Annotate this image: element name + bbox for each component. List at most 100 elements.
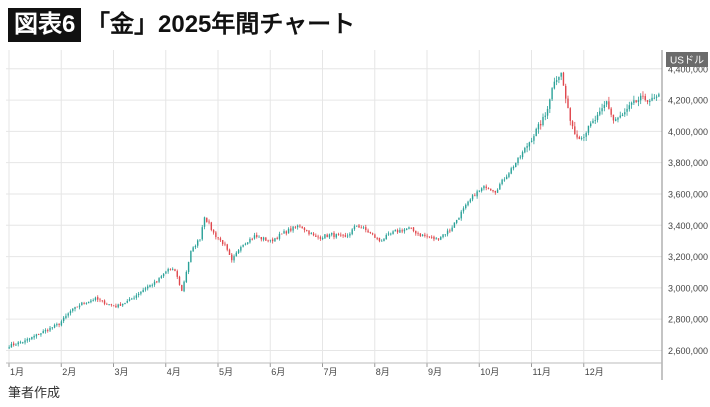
candle-body <box>22 342 24 344</box>
candle-body <box>580 138 583 139</box>
candle-body <box>465 204 467 209</box>
candle-body <box>69 311 72 314</box>
candle-body <box>383 239 385 242</box>
candle-body <box>503 179 506 181</box>
candle-body <box>274 238 276 242</box>
candle-body <box>35 334 38 337</box>
candle-body <box>171 268 174 270</box>
candle-body <box>103 300 106 304</box>
candle-body <box>467 201 469 206</box>
candle-body <box>110 304 113 306</box>
candle-body <box>494 190 497 193</box>
y-tick-label: 3,200,000 <box>668 252 708 262</box>
candle-body <box>33 336 35 338</box>
candle-body <box>392 231 394 234</box>
candle-body <box>415 230 417 234</box>
candle-body <box>28 338 31 340</box>
candle-body <box>324 234 326 239</box>
candle-body <box>106 303 108 305</box>
x-tick-label: 11月 <box>533 367 551 377</box>
candle-body <box>97 297 99 300</box>
candle-body <box>53 324 56 328</box>
candle-body <box>405 228 408 230</box>
source-note: 筆者作成 <box>8 385 61 400</box>
candle-body <box>551 88 553 100</box>
candle-body <box>94 297 97 301</box>
candle-body <box>47 329 49 331</box>
candle-body <box>569 108 571 121</box>
candle-body <box>558 76 560 80</box>
candle-body <box>367 230 369 233</box>
candle-body <box>217 237 219 239</box>
candle-body <box>196 240 199 246</box>
candle-body <box>17 342 19 345</box>
y-tick-label: 3,400,000 <box>668 221 708 231</box>
candle-body <box>331 233 333 235</box>
candle-body <box>158 278 160 282</box>
candle-body <box>215 232 217 238</box>
candle-body <box>462 208 465 212</box>
candle-body <box>444 234 447 236</box>
candle-body <box>608 101 610 109</box>
candle-body <box>131 298 133 300</box>
candle-body <box>619 115 621 118</box>
candle-body <box>233 256 235 261</box>
candle-body <box>544 115 546 117</box>
candle-body <box>162 273 165 277</box>
candle-body <box>87 301 90 304</box>
candle-body <box>460 211 462 219</box>
candle-body <box>51 327 54 329</box>
candle-body <box>308 230 310 235</box>
candle-body <box>178 276 181 285</box>
candle-body <box>515 162 517 167</box>
candle-body <box>449 230 451 232</box>
candle-body <box>617 117 619 120</box>
candle-body <box>517 157 519 164</box>
x-tick-label: 12月 <box>585 367 604 377</box>
candle-body <box>206 217 208 222</box>
chart-title: 「金」2025年間チャート <box>86 11 356 38</box>
candle-body <box>283 231 285 234</box>
candle-body <box>483 186 485 189</box>
candle-body <box>430 236 433 238</box>
candle-body <box>192 247 194 252</box>
candle-body <box>630 102 633 105</box>
candle-body <box>335 234 337 238</box>
candle-body <box>424 234 426 236</box>
candle-body <box>599 111 601 115</box>
candles <box>8 71 660 349</box>
candle-body <box>358 225 360 228</box>
candle-body <box>401 230 403 232</box>
candle-body <box>310 233 312 234</box>
candle-body <box>262 237 265 240</box>
x-tick-label: 1月 <box>10 367 24 377</box>
candle-body <box>583 136 585 138</box>
candle-body <box>294 226 297 228</box>
candle-body <box>658 94 660 97</box>
candle-body <box>176 271 178 277</box>
candle-body <box>319 237 322 239</box>
candle-body <box>546 108 549 116</box>
candle-body <box>642 95 644 97</box>
candle-body <box>271 239 274 242</box>
candle-body <box>240 247 242 251</box>
candle-body <box>340 234 342 236</box>
candle-body <box>451 227 453 231</box>
candle-body <box>142 289 144 293</box>
candle-body <box>376 237 378 239</box>
candle-body <box>455 219 458 223</box>
candle-body <box>553 81 556 89</box>
candle-body <box>10 343 13 348</box>
candle-body <box>646 100 649 102</box>
candle-body <box>562 72 565 86</box>
candle-body <box>478 190 481 192</box>
candle-body <box>112 305 115 307</box>
candle-body <box>621 114 624 117</box>
candle-body <box>65 315 67 319</box>
candle-body <box>256 234 258 237</box>
candle-body <box>469 199 472 202</box>
x-tick-label: 8月 <box>376 367 390 377</box>
candle-body <box>281 233 283 235</box>
candlestick-chart: 2,600,000 2,800,000 3,000,000 3,200,000 3,40… <box>6 50 708 380</box>
candle-body <box>226 244 228 250</box>
